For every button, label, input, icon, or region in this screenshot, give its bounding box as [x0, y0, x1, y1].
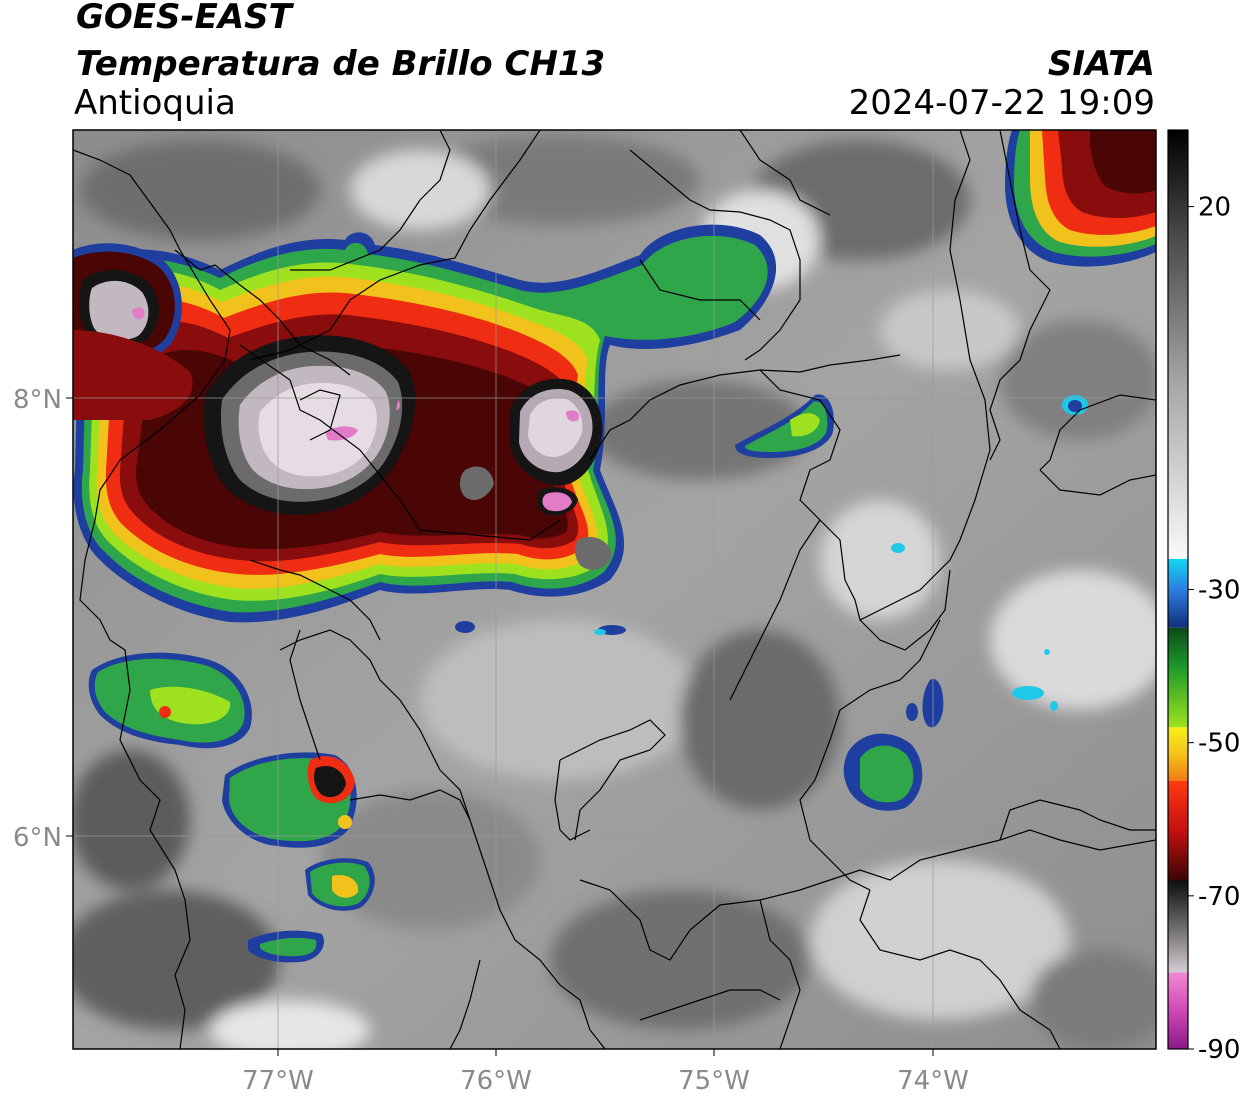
agency-label: SIATA — [1047, 44, 1155, 84]
longitude-axis: 77°W 76°W 75°W 74°W — [242, 1049, 969, 1096]
lon-label-74w: 74°W — [897, 1066, 969, 1096]
lat-label-8n: 8°N — [13, 385, 62, 415]
lon-label-76w: 76°W — [460, 1066, 532, 1096]
political-borders — [73, 130, 1156, 1049]
storm-cells-east — [735, 394, 1088, 811]
colorbar-tick-label: -90 — [1198, 1035, 1240, 1065]
colorbar-segment-gray — [1168, 130, 1188, 559]
colorbar-tick-label: 20 — [1198, 193, 1231, 223]
colorbar-segment-red — [1168, 780, 1188, 881]
colorbar-segment-magenta — [1168, 972, 1188, 1049]
lon-label-77w: 77°W — [242, 1066, 314, 1096]
colorbar-tick-label: -30 — [1198, 576, 1240, 606]
latitude-axis: 8°N 6°N — [13, 385, 73, 853]
map-frame — [72, 129, 1157, 1050]
colorbar-tick-label: -70 — [1198, 882, 1240, 912]
lon-label-75w: 75°W — [678, 1066, 750, 1096]
colorbar-segment-blue — [1168, 558, 1188, 628]
satellite-title: GOES-EAST — [76, 0, 292, 37]
storm-cells-west — [88, 621, 626, 963]
map-panel — [73, 130, 1156, 1049]
graticule — [73, 130, 1156, 1049]
colorbar-segment-dark-gray — [1168, 880, 1188, 973]
storm-northeast — [1005, 130, 1156, 267]
colorbar-ticks: 20 -30 -50 -70 -90 — [1188, 193, 1240, 1065]
storm-main — [73, 224, 777, 623]
colorbar-segments — [1168, 130, 1188, 1049]
colorbar-tick-label: -50 — [1198, 729, 1240, 759]
colorbar-segment-yellow-orange — [1168, 727, 1188, 781]
region-label: Antioquia — [74, 83, 236, 123]
lat-label-6n: 6°N — [13, 823, 62, 853]
colorbar: 20 -30 -50 -70 -90 — [1167, 129, 1240, 1065]
product-title: Temperatura de Brillo CH13 — [76, 44, 606, 84]
datetime-label: 2024-07-22 19:09 — [848, 83, 1155, 123]
colorbar-segment-green — [1168, 627, 1188, 728]
